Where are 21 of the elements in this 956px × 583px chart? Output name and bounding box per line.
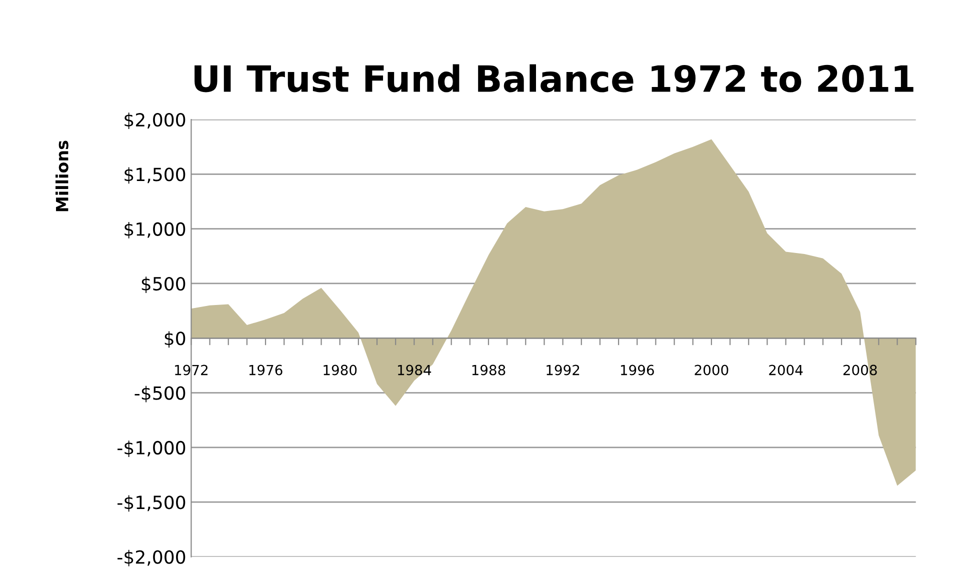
x-tick-label: 1988: [472, 364, 506, 376]
x-tick-label: 1976: [249, 364, 282, 376]
y-tick-label: -$500: [134, 386, 186, 402]
x-tick-label: 1992: [546, 364, 580, 376]
y-tick-label: $0: [164, 331, 186, 348]
x-tick-label: 2008: [843, 364, 877, 376]
x-tick-label: 1984: [398, 364, 432, 376]
y-axis-title: Millions: [56, 140, 68, 212]
y-tick-label: $1,500: [124, 167, 186, 184]
y-tick-label: -$1,000: [118, 440, 186, 457]
x-tick-label: 1972: [175, 364, 208, 376]
y-tick-label: -$2,000: [118, 550, 186, 566]
y-tick-label: $1,000: [124, 222, 186, 238]
x-tick-label: 2000: [694, 364, 728, 376]
y-tick-label: $500: [142, 276, 186, 293]
y-tick-label: $2,000: [124, 112, 186, 130]
chart-title: UI Trust Fund Balance 1972 to 2011: [194, 64, 914, 92]
x-tick-label: 2004: [769, 364, 803, 376]
x-tick-label: 1996: [620, 364, 654, 376]
y-tick-label: -$1,500: [118, 495, 186, 512]
x-tick-label: 1980: [324, 364, 357, 376]
